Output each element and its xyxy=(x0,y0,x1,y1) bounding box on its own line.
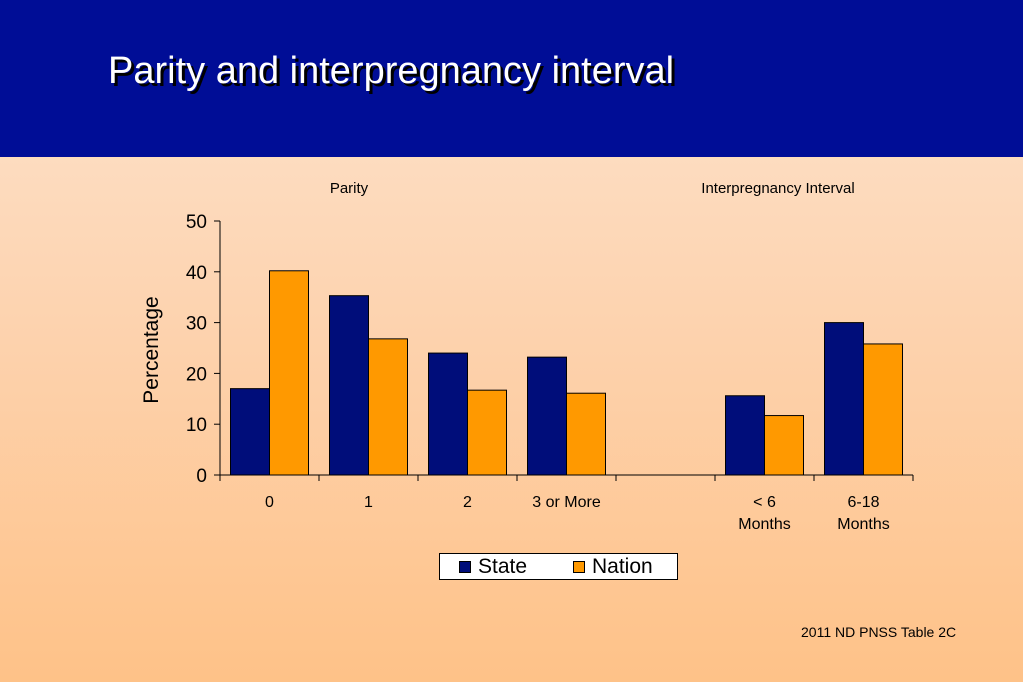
y-tick-label: 0 xyxy=(196,466,207,487)
bar-state xyxy=(428,352,468,476)
legend-item-state: State xyxy=(459,555,528,578)
y-tick-label: 40 xyxy=(186,263,207,284)
source-note: 2011 ND PNSS Table 2C xyxy=(801,624,957,640)
bar-nation xyxy=(764,415,804,476)
bar-nation xyxy=(467,389,507,476)
bar-nation xyxy=(368,338,408,476)
y-tick-label: 30 xyxy=(186,314,207,335)
y-tick-label: 50 xyxy=(186,212,207,233)
legend-label-state: State xyxy=(478,555,528,578)
legend-swatch-nation xyxy=(573,561,585,573)
y-axis-title: Percentage xyxy=(140,296,163,403)
bar-nation xyxy=(863,343,903,476)
bar-chart: Parity Interpregnancy Interval01020304050… xyxy=(140,180,914,533)
bar-state xyxy=(725,395,765,476)
x-tick-label: 2 xyxy=(463,494,472,511)
legend-label-nation: Nation xyxy=(592,555,653,578)
title-bar: Parity and interpregnancy interval xyxy=(0,0,1023,157)
x-tick-label: 6-18 Months xyxy=(837,494,889,533)
group-label: Interpregnancy Interval xyxy=(701,180,854,197)
x-tick-label: 3 or More xyxy=(532,494,601,511)
x-tick-label: < 6 Months xyxy=(738,494,790,533)
y-tick-label: 10 xyxy=(186,415,207,436)
bar-state xyxy=(824,322,864,476)
x-tick-label: 1 xyxy=(364,494,373,511)
group-label: Parity xyxy=(330,180,369,197)
bar-state xyxy=(329,295,369,476)
bar-state xyxy=(527,356,567,476)
x-tick-label: 0 xyxy=(265,494,274,511)
legend-item-nation: Nation xyxy=(573,555,653,578)
bar-state xyxy=(230,388,270,476)
chart-legend: State Nation xyxy=(439,553,678,580)
bar-nation xyxy=(566,392,606,476)
legend-swatch-state xyxy=(459,561,471,573)
slide-title: Parity and interpregnancy interval xyxy=(108,50,675,92)
y-tick-label: 20 xyxy=(186,364,207,385)
bar-nation xyxy=(269,270,309,476)
